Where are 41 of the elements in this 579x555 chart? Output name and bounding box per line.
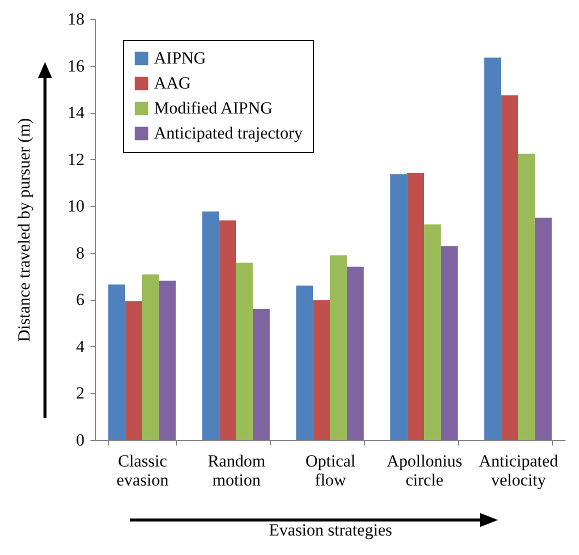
x-tick-label: Random motion xyxy=(208,452,266,490)
y-axis-title: Distance traveled by pursuer (m) xyxy=(14,118,34,342)
bar xyxy=(501,95,518,440)
bar xyxy=(236,262,253,440)
legend-label: AAG xyxy=(154,74,191,92)
bar xyxy=(330,255,347,440)
bar xyxy=(108,284,126,440)
bar xyxy=(390,174,408,440)
y-tick-label: 6 xyxy=(76,290,84,310)
legend-label: AIPNG xyxy=(154,48,206,68)
bar xyxy=(252,309,270,440)
y-tick-label: 4 xyxy=(76,336,85,356)
y-tick-label: 10 xyxy=(68,196,84,216)
bar xyxy=(296,286,314,440)
legend-label: Anticipated trajectory xyxy=(154,124,304,142)
bar xyxy=(346,266,364,440)
bar xyxy=(518,154,535,440)
bar xyxy=(534,218,552,440)
bar xyxy=(313,300,330,440)
y-tick-label: 0 xyxy=(76,430,84,450)
bar xyxy=(440,246,458,440)
x-tick-label: Classic evasion xyxy=(116,452,169,490)
y-tick-label: 2 xyxy=(76,384,84,403)
legend-label: Modified AIPNG xyxy=(154,98,273,118)
y-tick-label: 8 xyxy=(76,243,84,262)
y-tick-label: 14 xyxy=(68,103,85,122)
x-tick-label: Anticipated velocity xyxy=(478,452,559,490)
bar xyxy=(158,280,176,440)
bar xyxy=(219,220,236,440)
bar xyxy=(424,224,441,440)
bar xyxy=(484,58,502,440)
x-tick-label: Optical flow xyxy=(305,452,356,490)
y-tick-label: 16 xyxy=(68,56,84,76)
y-tick-label: 12 xyxy=(68,150,84,169)
x-tick-label: Apollonius circle xyxy=(386,452,462,490)
bar xyxy=(125,301,142,440)
bar xyxy=(202,211,220,440)
bar xyxy=(142,274,159,440)
y-tick-label: 18 xyxy=(68,10,84,28)
bar xyxy=(407,172,424,440)
x-axis-title: Evasion strategies xyxy=(268,520,392,540)
